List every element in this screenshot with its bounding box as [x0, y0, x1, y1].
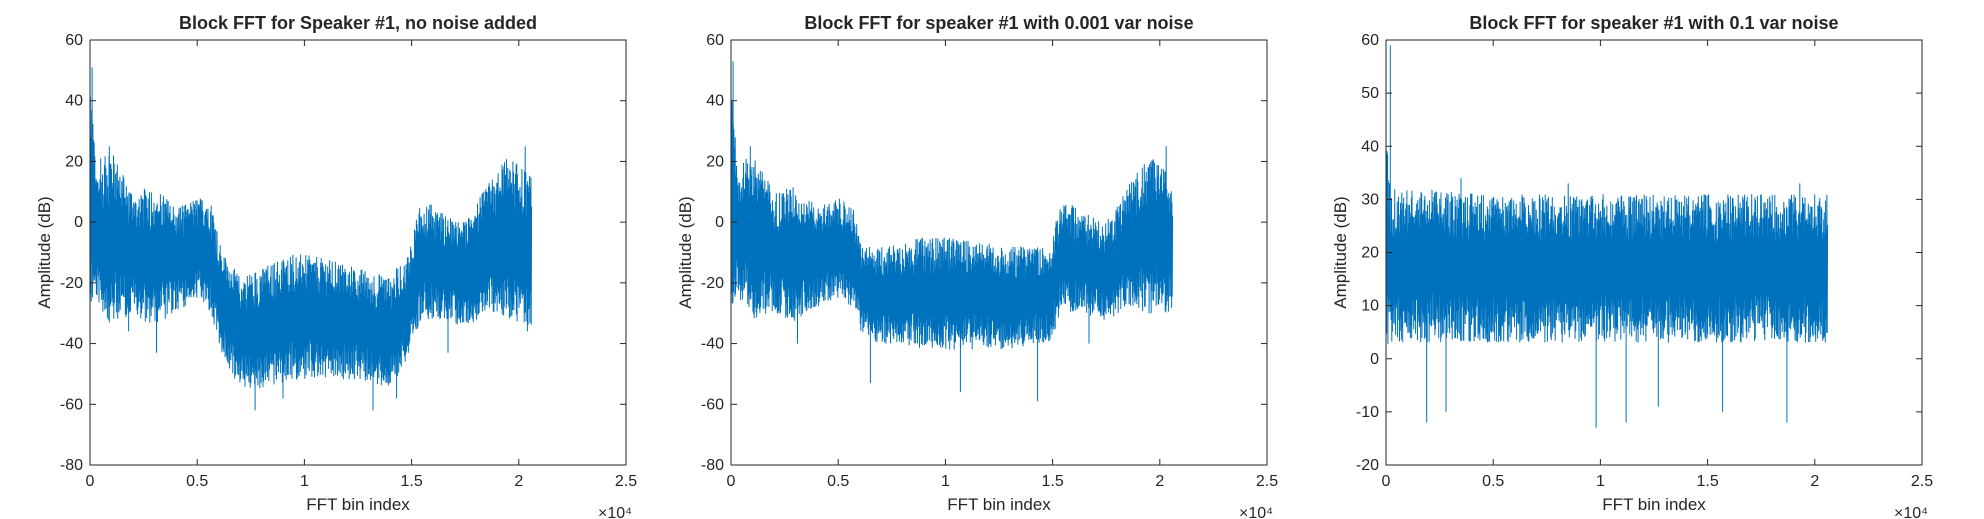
- y-tick-label: -20: [1356, 457, 1379, 474]
- y-tick-label: -20: [60, 275, 83, 292]
- y-tick-label: -80: [701, 457, 724, 474]
- y-tick-label: -60: [701, 396, 724, 413]
- x-tick-label: 2: [1810, 473, 1819, 490]
- y-tick-label: 50: [1361, 85, 1379, 102]
- x-tick-label: 0: [1382, 473, 1391, 490]
- x-exponent-label: ×10⁴: [598, 505, 632, 519]
- y-tick-label: 40: [65, 93, 83, 110]
- x-tick-label: 2.5: [615, 473, 637, 490]
- x-tick-label: 1.5: [1041, 473, 1063, 490]
- y-tick-label: 0: [1370, 351, 1379, 368]
- x-tick-label: 1: [1596, 473, 1605, 490]
- y-tick-label: 60: [1361, 32, 1379, 49]
- x-tick-label: 0.5: [827, 473, 849, 490]
- y-tick-label: -40: [701, 336, 724, 353]
- y-tick-label: 0: [74, 214, 83, 231]
- series-line-1: [730, 61, 1174, 402]
- y-tick-label: 30: [1361, 191, 1379, 208]
- chart-title: Block FFT for speaker #1 with 0.1 var no…: [1469, 13, 1838, 33]
- y-tick-label: 60: [65, 32, 83, 49]
- x-tick-label: 2.5: [1256, 473, 1278, 490]
- y-tick-label: 40: [706, 93, 724, 110]
- axes-box: [730, 39, 1268, 466]
- x-axis-label: FFT bin index: [947, 495, 1051, 514]
- y-axis-label: Amplitude (dB): [35, 196, 54, 308]
- x-tick-label: 0.5: [1482, 473, 1504, 490]
- y-tick-label: 20: [706, 153, 724, 170]
- y-tick-label: 20: [1361, 245, 1379, 262]
- y-tick-label: 60: [706, 32, 724, 49]
- y-axis-label: Amplitude (dB): [1331, 196, 1350, 308]
- y-tick-label: -80: [60, 457, 83, 474]
- chart-3: 0 0.5 1 1.5 2 2.5 -20 -10 0 10 20 30 40 50 60 Block FFT…: [1331, 13, 1933, 519]
- x-tick-label: 1: [300, 473, 309, 490]
- axes-box: [89, 39, 627, 466]
- x-tick-label: 1.5: [400, 473, 422, 490]
- y-tick-label: -40: [60, 336, 83, 353]
- chart-title: Block FFT for Speaker #1, no noise added: [179, 13, 537, 33]
- x-tick-label: 0.5: [186, 473, 208, 490]
- x-tick-label: 1: [941, 473, 950, 490]
- x-tick-label: 2: [514, 473, 523, 490]
- chart-1: 0 0.5 1 1.5 2 2.5 -80 -60 -40 -20 0 20 40 60 Block FFT…: [35, 13, 637, 519]
- y-tick-label: 20: [65, 153, 83, 170]
- x-exponent-label: ×10⁴: [1894, 505, 1928, 519]
- series-line-1: [1385, 45, 1829, 428]
- x-axis-label: FFT bin index: [306, 495, 410, 514]
- x-tick-label: 0: [86, 473, 95, 490]
- x-axis-label: FFT bin index: [1602, 495, 1706, 514]
- y-axis-label: Amplitude (dB): [676, 196, 695, 308]
- x-tick-label: 2: [1155, 473, 1164, 490]
- chart-2: 0 0.5 1 1.5 2 2.5 -80 -60 -40 -20 0 20 40 60 Block FFT…: [676, 13, 1278, 519]
- y-tick-label: -10: [1356, 404, 1379, 421]
- x-tick-label: 0: [727, 473, 736, 490]
- y-tick-label: -20: [701, 275, 724, 292]
- y-tick-label: 0: [715, 214, 724, 231]
- y-tick-label: 10: [1361, 298, 1379, 315]
- y-tick-label: 40: [1361, 138, 1379, 155]
- x-tick-label: 2.5: [1911, 473, 1933, 490]
- y-tick-label: -60: [60, 396, 83, 413]
- x-exponent-label: ×10⁴: [1239, 505, 1273, 519]
- series-line-1: [89, 67, 533, 411]
- x-tick-label: 1.5: [1696, 473, 1718, 490]
- chart-title: Block FFT for speaker #1 with 0.001 var …: [804, 13, 1193, 33]
